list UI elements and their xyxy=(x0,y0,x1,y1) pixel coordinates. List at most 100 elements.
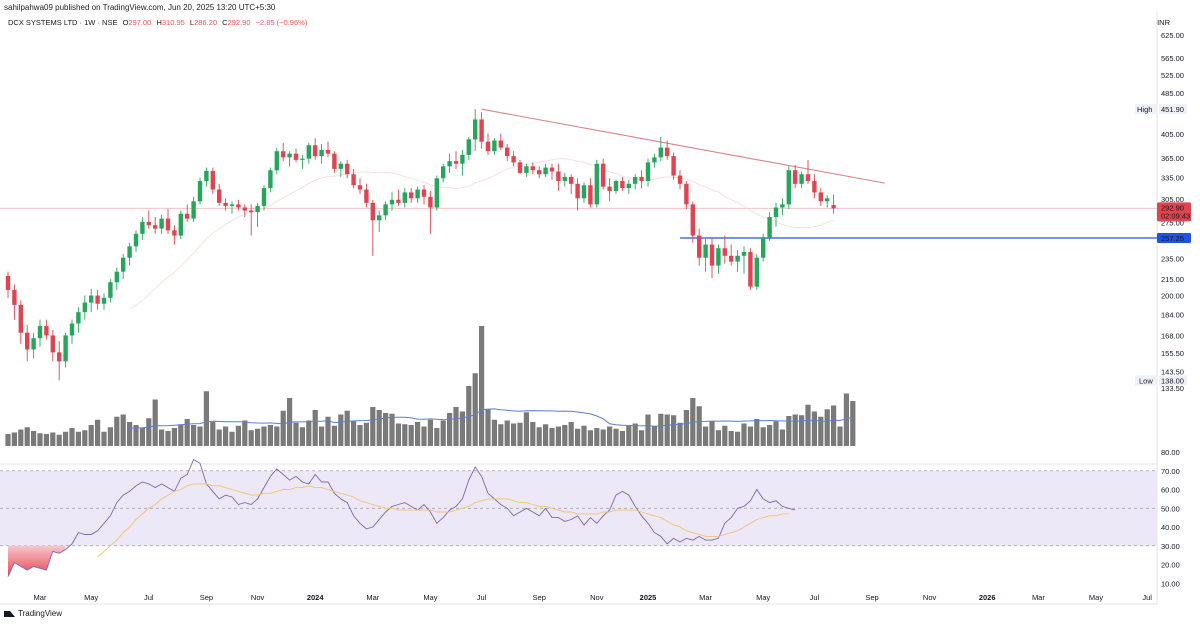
candle-body xyxy=(204,170,209,182)
rsi-tick-label: 50.00 xyxy=(1161,504,1180,513)
price-tick-label: 184.00 xyxy=(1161,311,1184,320)
volume-bar xyxy=(203,391,209,446)
candle-body xyxy=(793,170,798,184)
rsi-oversold-fill xyxy=(8,545,66,577)
volume-bar xyxy=(709,421,715,446)
price-tick-label: 155.50 xyxy=(1161,349,1184,358)
candle-body xyxy=(460,154,465,164)
volume-bar xyxy=(479,326,485,446)
volume-bar xyxy=(639,430,645,446)
volume-bar xyxy=(152,399,158,446)
candle-body xyxy=(402,192,407,203)
candle-body xyxy=(453,161,459,164)
candle-body xyxy=(671,156,676,176)
candle-body xyxy=(217,189,222,203)
candle-body xyxy=(383,204,388,216)
price-tick-label: 133.50 xyxy=(1161,384,1184,393)
candle-body xyxy=(562,176,567,182)
candle-body xyxy=(543,167,548,175)
volume-bar xyxy=(703,426,709,446)
price-tick-label: 200.00 xyxy=(1161,292,1184,301)
volume-bar xyxy=(523,412,529,446)
volume-bar xyxy=(376,410,382,446)
time-tick-label: Sep xyxy=(865,593,878,602)
candle-body xyxy=(633,176,638,184)
volume-bar xyxy=(248,430,254,446)
candle-body xyxy=(140,221,145,234)
candle-body xyxy=(658,147,663,158)
time-tick-label: Mar xyxy=(366,593,379,602)
volume-bar xyxy=(568,422,574,446)
candle-body xyxy=(153,225,158,229)
candle-body xyxy=(332,153,337,169)
candle-body xyxy=(50,335,55,353)
volume-bar xyxy=(735,431,741,446)
volume-bar xyxy=(344,410,350,446)
candle-body xyxy=(261,188,267,206)
symbol-name[interactable]: DCX SYSTEMS LTD · 1W · NSE xyxy=(8,18,118,27)
time-tick-label: May xyxy=(423,593,437,602)
volume-bar xyxy=(114,416,120,446)
candle-body xyxy=(159,218,164,229)
candle-body xyxy=(825,198,830,202)
high-tag-value: 451.90 xyxy=(1161,105,1184,114)
volume-bar xyxy=(447,413,453,446)
volume-bar xyxy=(715,430,721,446)
candle-body xyxy=(76,312,81,324)
candle-body xyxy=(684,183,689,205)
open-label: O xyxy=(122,18,129,27)
low-label: L xyxy=(189,18,195,27)
rsi-ma-line xyxy=(97,483,789,558)
volume-bar xyxy=(210,422,216,446)
candle-body xyxy=(767,216,772,238)
volume-bar xyxy=(696,406,702,446)
volume-bar xyxy=(82,430,88,446)
volume-bar xyxy=(632,423,638,446)
open-value: 297.00 xyxy=(128,18,152,27)
rsi-tick-label: 30.00 xyxy=(1161,542,1180,551)
volume-bar xyxy=(786,416,792,446)
candle-body xyxy=(5,275,11,290)
candle-body xyxy=(690,204,695,236)
currency-label[interactable]: INR xyxy=(1157,18,1170,27)
volume-bar xyxy=(56,434,62,446)
candle-body xyxy=(287,153,292,158)
candle-body xyxy=(31,338,36,350)
candle-body xyxy=(37,326,43,339)
volume-bar xyxy=(274,426,280,446)
price-tick-label: 335.00 xyxy=(1161,174,1184,183)
candle-body xyxy=(748,251,753,287)
volume-bar xyxy=(159,429,165,446)
candle-body xyxy=(517,162,523,173)
price-tick-label: 405.00 xyxy=(1161,130,1184,139)
rsi-tick-label: 60.00 xyxy=(1161,486,1180,495)
volume-bar xyxy=(331,425,337,446)
candle-body xyxy=(492,140,497,152)
volume-bar xyxy=(139,428,145,446)
support-price-box xyxy=(1157,232,1191,243)
volume-bar xyxy=(549,428,555,446)
volume-bar xyxy=(779,429,785,446)
volume-bar xyxy=(24,427,30,446)
volume-bar xyxy=(43,434,49,446)
candle-body xyxy=(549,167,555,172)
price-tick-label: 525.00 xyxy=(1161,71,1184,80)
volume-bar xyxy=(613,428,619,446)
candle-body xyxy=(761,237,766,258)
volume-bar xyxy=(754,419,760,446)
candle-body xyxy=(18,304,23,333)
candle-body xyxy=(89,295,94,303)
candle-body xyxy=(377,215,382,221)
candle-body xyxy=(191,201,196,219)
candle-body xyxy=(620,181,625,189)
candle-body xyxy=(357,185,363,190)
candle-body xyxy=(645,162,651,182)
volume-bar xyxy=(242,420,248,446)
volume-bar xyxy=(453,407,459,446)
candle-body xyxy=(556,171,561,182)
volume-bar xyxy=(178,424,184,446)
volume-bar xyxy=(607,426,613,446)
rsi-tick-label: 10.00 xyxy=(1161,579,1180,588)
volume-bar xyxy=(677,422,683,446)
